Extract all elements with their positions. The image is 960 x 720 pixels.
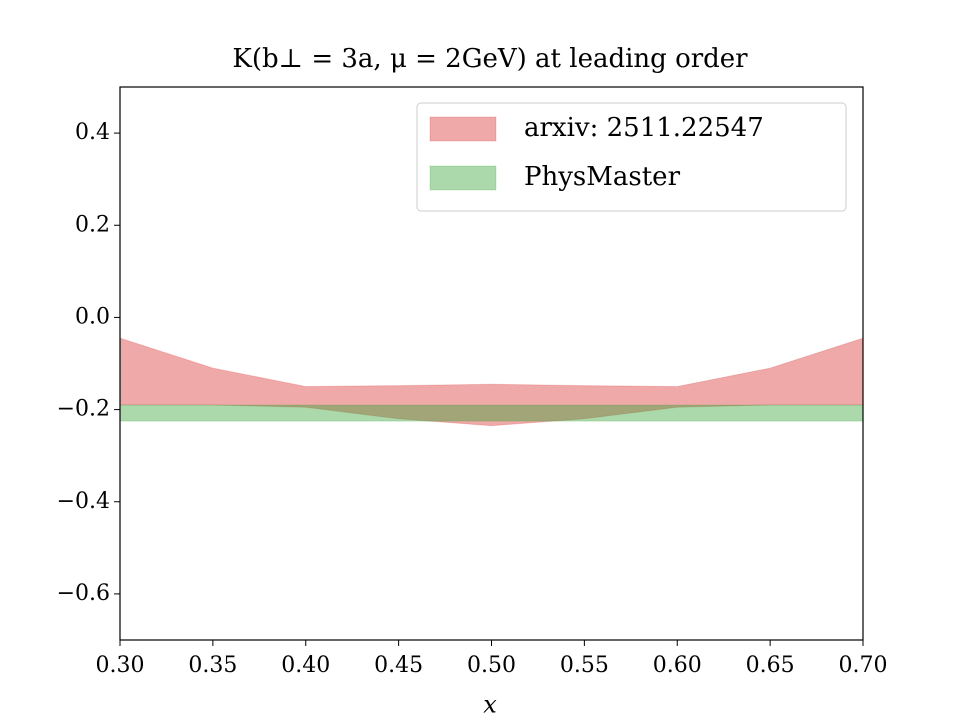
- y-tick-label: 0.0: [75, 304, 110, 329]
- x-tick-label: 0.60: [653, 653, 702, 678]
- y-tick-label: −0.4: [57, 489, 110, 514]
- legend-swatch: [429, 116, 497, 142]
- x-tick-label: 0.35: [188, 653, 237, 678]
- x-tick-label: 0.40: [281, 653, 330, 678]
- y-tick-label: −0.2: [57, 397, 110, 422]
- x-tick-label: 0.30: [96, 653, 145, 678]
- y-tick-label: 0.2: [75, 212, 110, 237]
- x-tick-label: 0.70: [839, 653, 888, 678]
- x-axis-label: x: [483, 691, 497, 719]
- chart-title: K(b⊥ = 3a, μ = 2GeV) at leading order: [232, 44, 748, 74]
- legend-label: PhysMaster: [524, 162, 681, 192]
- legend-label: arxiv: 2511.22547: [524, 113, 764, 143]
- x-tick-label: 0.50: [467, 653, 516, 678]
- x-tick-label: 0.65: [746, 653, 795, 678]
- band: [119, 404, 864, 422]
- x-tick-label: 0.45: [374, 653, 423, 678]
- y-tick-label: 0.4: [75, 120, 110, 145]
- legend-box: [416, 102, 847, 212]
- legend-swatch: [429, 165, 497, 191]
- x-tick-label: 0.55: [560, 653, 609, 678]
- y-tick-label: −0.6: [57, 581, 110, 606]
